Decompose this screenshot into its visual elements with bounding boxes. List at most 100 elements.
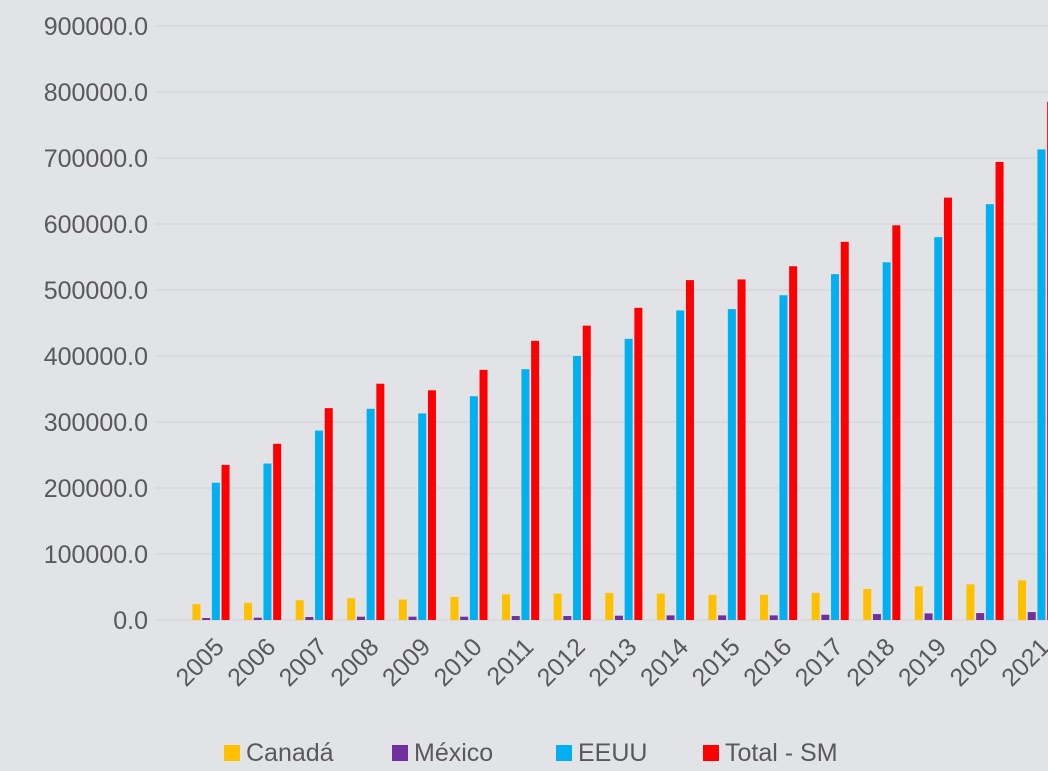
bar-total-sm-2016: [789, 266, 798, 620]
bar-total-sm-2013: [634, 307, 643, 620]
y-tick-label: 500000.0: [44, 277, 148, 305]
bar-m-xico-2007: [305, 617, 314, 620]
x-tick-label: 2019: [893, 633, 952, 692]
bar-total-sm-2005: [221, 464, 230, 620]
bar-canad--2020: [966, 584, 975, 620]
y-tick-label: 900000.0: [44, 13, 148, 41]
bar-canad--2010: [450, 596, 459, 620]
bar-m-xico-2016: [769, 615, 778, 620]
bar-total-sm-2011: [531, 340, 540, 620]
bar-eeuu-2007: [315, 430, 324, 620]
bar-eeuu-2012: [573, 356, 582, 620]
x-tick-label: 2005: [171, 633, 230, 692]
bar-total-sm-2012: [582, 325, 591, 620]
bar-m-xico-2014: [666, 615, 675, 620]
bar-eeuu-2015: [727, 309, 736, 620]
bar-eeuu-2014: [676, 310, 685, 620]
bar-total-sm-2008: [376, 383, 385, 620]
x-tick-label: 2014: [635, 633, 694, 692]
bar-m-xico-2013: [614, 615, 623, 620]
bar-total-sm-2017: [840, 241, 849, 620]
legend-label: México: [414, 739, 493, 767]
x-tick-label: 2012: [532, 633, 591, 692]
y-tick-label: 800000.0: [44, 79, 148, 107]
bar-m-xico-2015: [718, 615, 727, 620]
bar-canad--2005: [192, 604, 201, 620]
bar-canad--2021: [1018, 580, 1027, 620]
y-tick-label: 200000.0: [44, 475, 148, 503]
bar-eeuu-2011: [521, 369, 530, 620]
bar-total-sm-2019: [943, 197, 952, 620]
x-tick-label: 2016: [738, 633, 797, 692]
bar-canad--2019: [914, 586, 923, 620]
y-tick-label: 100000.0: [44, 541, 148, 569]
bar-total-sm-2018: [892, 225, 901, 620]
bar-canad--2012: [553, 593, 562, 620]
legend-label: EEUU: [578, 739, 647, 767]
bar-eeuu-2020: [985, 204, 994, 620]
bar-total-sm-2007: [324, 408, 333, 620]
bar-eeuu-2008: [366, 408, 375, 620]
x-tick-label: 2008: [325, 633, 384, 692]
bar-m-xico-2011: [511, 616, 520, 620]
bars: [192, 101, 1048, 621]
bar-eeuu-2017: [831, 274, 840, 620]
x-tick-label: 2011: [481, 633, 539, 691]
bar-eeuu-2006: [263, 463, 272, 620]
bar-total-sm-2015: [737, 279, 746, 620]
bar-eeuu-2019: [934, 237, 943, 620]
bar-total-sm-2009: [427, 390, 436, 620]
bar-m-xico-2009: [408, 616, 417, 620]
bar-canad--2014: [656, 593, 665, 620]
bar-total-sm-2010: [479, 369, 488, 620]
bar-eeuu-2005: [211, 482, 220, 620]
bar-m-xico-2019: [924, 613, 933, 620]
x-tick-label: 2018: [841, 633, 900, 692]
bar-eeuu-2010: [469, 396, 478, 620]
legend: Canadá México EEUU Total - SM: [224, 739, 838, 767]
x-axis-ticks: 2005200620072008200920102011201220132014…: [171, 633, 1048, 692]
bar-canad--2006: [244, 602, 253, 620]
x-tick-label: 2020: [945, 633, 1004, 692]
bar-m-xico-2008: [356, 616, 365, 620]
legend-swatch: [224, 745, 240, 761]
x-tick-label: 2009: [377, 633, 436, 692]
bar-canad--2013: [605, 592, 614, 620]
bar-total-sm-2014: [685, 280, 694, 620]
gridlines: [155, 25, 1048, 621]
bar-canad--2017: [811, 592, 820, 620]
bar-canad--2007: [295, 600, 304, 620]
legend-swatch: [703, 745, 719, 761]
bar-m-xico-2017: [821, 614, 830, 620]
x-tick-label: 2006: [222, 633, 281, 692]
legend-label: Canadá: [246, 739, 334, 767]
x-tick-label: 2010: [429, 633, 488, 692]
bar-canad--2016: [760, 594, 769, 620]
bar-eeuu-2009: [418, 413, 427, 620]
bar-canad--2011: [502, 594, 511, 620]
bar-eeuu-2021: [1037, 149, 1046, 621]
bar-m-xico-2012: [563, 616, 572, 620]
bar-canad--2015: [708, 594, 717, 620]
bar-eeuu-2013: [624, 338, 633, 620]
bar-eeuu-2016: [779, 295, 788, 620]
bar-total-sm-2020: [995, 161, 1004, 620]
x-tick-label: 2013: [583, 633, 642, 692]
bar-canad--2008: [347, 598, 356, 620]
bar-m-xico-2018: [872, 614, 881, 620]
y-tick-label: 700000.0: [44, 145, 148, 173]
bar-m-xico-2006: [253, 617, 262, 620]
x-tick-label: 2007: [274, 633, 333, 692]
bar-m-xico-2010: [460, 616, 469, 620]
y-tick-label: 600000.0: [44, 211, 148, 239]
x-tick-label: 2021: [996, 633, 1048, 692]
y-tick-label: 400000.0: [44, 343, 148, 371]
legend-swatch: [392, 745, 408, 761]
bar-m-xico-2021: [1027, 612, 1036, 620]
legend-swatch: [556, 745, 572, 761]
x-tick-label: 2017: [790, 633, 849, 692]
bar-canad--2009: [398, 599, 407, 620]
bar-m-xico-2005: [202, 618, 211, 620]
